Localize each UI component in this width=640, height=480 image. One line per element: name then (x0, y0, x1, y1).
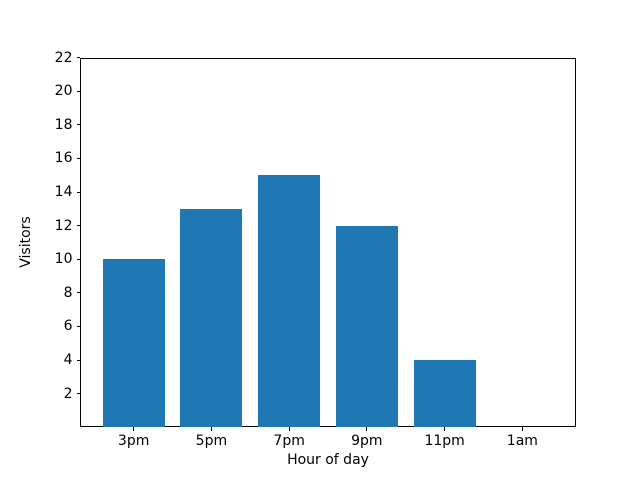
y-tick-label-22: 22 (54, 49, 73, 66)
bar-5pm (180, 208, 243, 428)
x-tick-mark (288, 427, 290, 431)
x-axis-label: Hour of day (287, 451, 369, 468)
y-tick-label-6: 6 (63, 318, 73, 335)
plot-area (80, 57, 576, 428)
y-tick-mark (76, 359, 80, 361)
y-tick-label-18: 18 (54, 116, 73, 133)
bar-7pm (258, 175, 321, 428)
y-tick-label-16: 16 (54, 150, 73, 167)
y-axis-label: Visitors (18, 216, 34, 269)
y-tick-label-14: 14 (54, 184, 73, 200)
bar-3pm (102, 259, 165, 428)
y-tick-label-20: 20 (54, 83, 73, 100)
x-tick-mark (210, 427, 212, 431)
y-tick-label-2: 2 (63, 385, 73, 402)
y-tick-label-10: 10 (54, 251, 73, 268)
y-tick-label-4: 4 (63, 352, 73, 368)
y-tick-mark (76, 393, 80, 395)
y-tick-mark (76, 57, 80, 59)
y-tick-mark (76, 292, 80, 294)
y-tick-label-8: 8 (63, 284, 73, 301)
x-tick-label-11pm: 11pm (424, 432, 465, 449)
x-tick-mark (133, 427, 135, 431)
x-tick-label-1am: 1am (506, 432, 538, 449)
y-tick-mark (76, 90, 80, 92)
bar-11pm (413, 360, 476, 428)
x-tick-mark (366, 427, 368, 431)
y-tick-mark (76, 225, 80, 227)
x-tick-mark (521, 427, 523, 431)
y-tick-label-12: 12 (54, 217, 73, 234)
x-tick-mark (444, 427, 446, 431)
bar-9pm (335, 225, 398, 428)
y-tick-mark (76, 191, 80, 193)
x-tick-label-9pm: 9pm (351, 432, 383, 449)
x-tick-label-3pm: 3pm (117, 432, 150, 449)
x-tick-label-5pm: 5pm (195, 432, 228, 449)
y-tick-mark (76, 157, 80, 159)
y-tick-mark (76, 124, 80, 126)
y-tick-mark (76, 258, 80, 260)
y-tick-mark (76, 325, 80, 327)
x-tick-label-7pm: 7pm (273, 432, 305, 449)
